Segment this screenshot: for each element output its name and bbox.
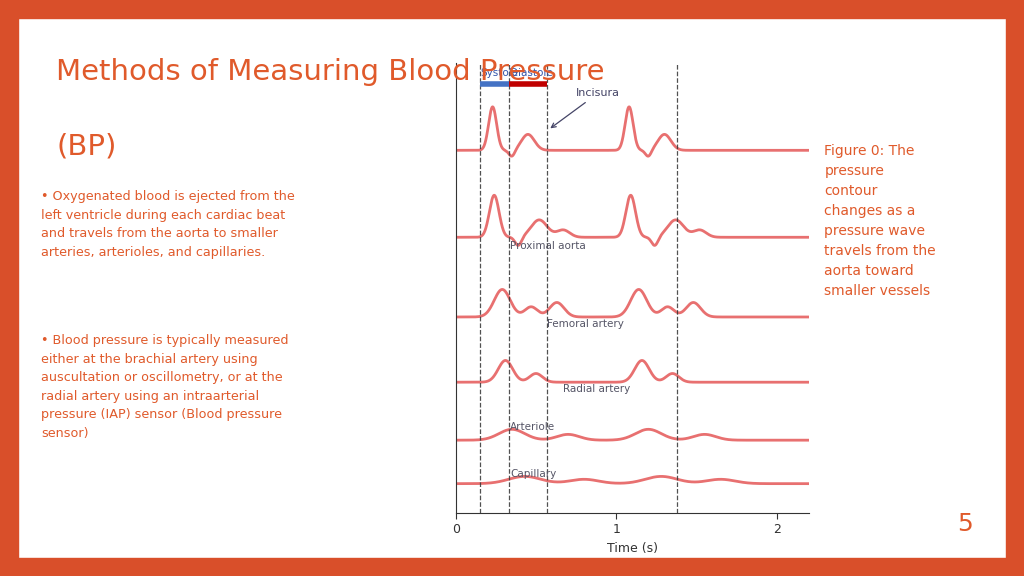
Text: Arteriole: Arteriole xyxy=(510,422,555,432)
Text: Systole: Systole xyxy=(480,68,519,78)
Text: Proximal aorta: Proximal aorta xyxy=(510,241,586,251)
Text: Incisura: Incisura xyxy=(551,88,621,127)
Text: Diastole: Diastole xyxy=(510,68,553,78)
X-axis label: Time (s): Time (s) xyxy=(607,541,657,555)
Text: Femoral artery: Femoral artery xyxy=(547,319,624,329)
Text: (BP): (BP) xyxy=(56,132,117,161)
Text: • Blood pressure is typically measured
either at the brachial artery using
auscu: • Blood pressure is typically measured e… xyxy=(41,334,289,439)
Text: Methods of Measuring Blood Pressure: Methods of Measuring Blood Pressure xyxy=(56,58,605,86)
Text: 5: 5 xyxy=(957,511,973,536)
Text: Figure 0: The
pressure
contour
changes as a
pressure wave
travels from the
aorta: Figure 0: The pressure contour changes a… xyxy=(824,144,936,298)
Text: Capillary: Capillary xyxy=(510,469,556,479)
Text: Radial artery: Radial artery xyxy=(563,384,631,395)
Text: • Oxygenated blood is ejected from the
left ventricle during each cardiac beat
a: • Oxygenated blood is ejected from the l… xyxy=(41,190,295,259)
